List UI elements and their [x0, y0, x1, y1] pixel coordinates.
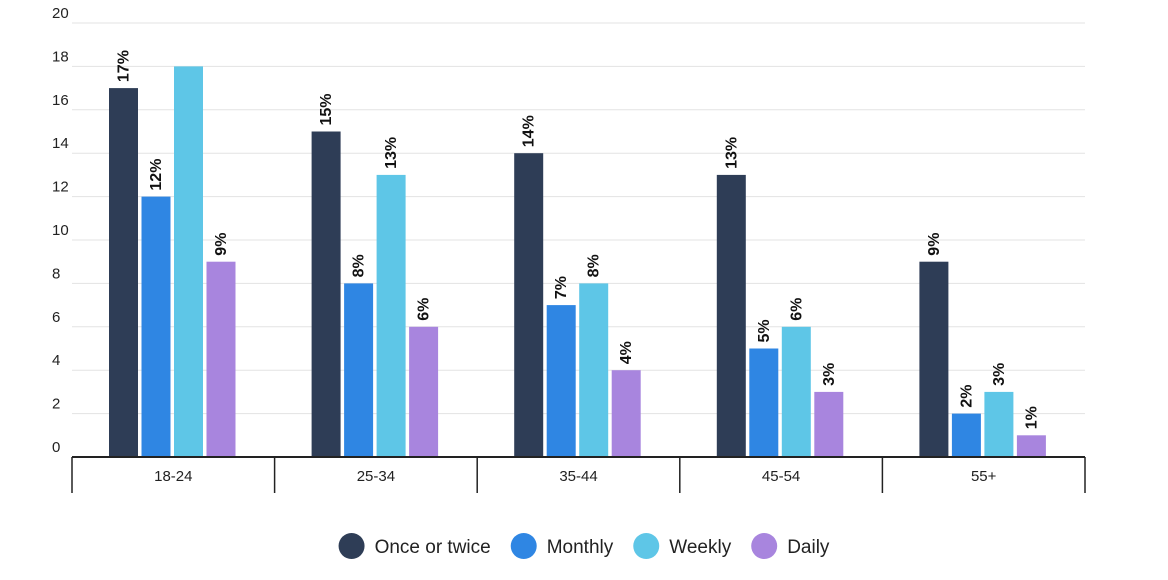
bar — [919, 261, 949, 457]
bar — [311, 131, 341, 457]
data-label: 17% — [116, 50, 133, 82]
bar — [611, 370, 641, 457]
data-label: 1% — [1023, 406, 1040, 429]
bars — [109, 66, 1046, 458]
data-labels: 17% 12% 9% 15% 8% 13% 6% 14% 7% 8% 4% 13% 5% 6% 3% 9% 2%… — [116, 50, 1041, 429]
data-label: 5% — [756, 319, 773, 342]
legend: Once or twice Monthly Weekly Daily — [338, 533, 830, 559]
data-label: 6% — [788, 298, 805, 321]
data-label: 9% — [213, 233, 230, 256]
bar — [716, 174, 746, 457]
data-label: 15% — [318, 93, 335, 125]
data-label: 9% — [926, 233, 943, 256]
legend-label: Once or twice — [375, 537, 491, 558]
bar — [781, 326, 811, 457]
y-tick-label: 4 — [52, 352, 60, 369]
legend-swatch — [633, 533, 660, 559]
data-label: 3% — [991, 363, 1008, 386]
bar — [814, 391, 844, 457]
y-tick-label: 8 — [52, 265, 60, 282]
y-tick-label: 12 — [52, 179, 69, 196]
legend-item: Daily — [751, 533, 830, 559]
data-label: 3% — [821, 363, 838, 386]
y-tick-label: 0 — [52, 439, 60, 456]
y-tick-label: 10 — [52, 222, 69, 239]
bar — [579, 283, 609, 457]
bar — [344, 283, 374, 457]
bar — [409, 326, 439, 457]
gridlines — [72, 22, 1085, 415]
legend-swatch — [510, 533, 537, 559]
legend-swatch — [338, 533, 365, 559]
data-label: 13% — [383, 137, 400, 169]
bar — [951, 413, 981, 457]
bar — [514, 153, 544, 457]
data-label: 13% — [723, 137, 740, 169]
y-tick-label: 18 — [52, 48, 69, 65]
bar — [206, 261, 236, 457]
x-tick-label: 55+ — [971, 468, 997, 485]
bar — [1016, 435, 1046, 457]
data-label: 7% — [553, 276, 570, 299]
bar — [749, 348, 779, 457]
data-label: 4% — [618, 341, 635, 364]
bar — [376, 174, 406, 457]
data-label: 12% — [148, 159, 165, 191]
x-tick-label: 18-24 — [154, 468, 192, 485]
y-tick-label: 14 — [52, 135, 69, 152]
y-tick-label: 16 — [52, 92, 69, 109]
legend-label: Daily — [787, 537, 830, 558]
x-tick-label: 35-44 — [559, 468, 597, 485]
bar — [174, 66, 203, 458]
data-label: 6% — [416, 298, 433, 321]
y-tick-label: 6 — [52, 309, 60, 326]
legend-label: Weekly — [669, 537, 731, 558]
x-axis: 18-24 25-34 35-44 45-54 55+ — [71, 456, 1086, 493]
bar — [546, 305, 576, 457]
data-label: 8% — [351, 254, 368, 277]
y-tick-label: 2 — [52, 396, 60, 413]
x-tick-label: 25-34 — [357, 468, 395, 485]
bar — [984, 391, 1014, 457]
bar — [109, 88, 138, 457]
legend-item: Monthly — [510, 533, 614, 559]
data-label: 14% — [521, 115, 538, 147]
legend-label: Monthly — [547, 537, 614, 558]
legend-item: Weekly — [633, 533, 732, 559]
data-label: 8% — [586, 254, 603, 277]
legend-item: Once or twice — [338, 533, 491, 559]
x-tick-label: 45-54 — [762, 468, 800, 485]
y-axis-ticks: 0 2 4 6 8 10 12 14 16 18 20 — [52, 5, 69, 456]
data-label: 2% — [958, 384, 975, 407]
bar — [141, 196, 171, 457]
legend-swatch — [751, 533, 778, 559]
y-tick-label: 20 — [52, 5, 69, 22]
